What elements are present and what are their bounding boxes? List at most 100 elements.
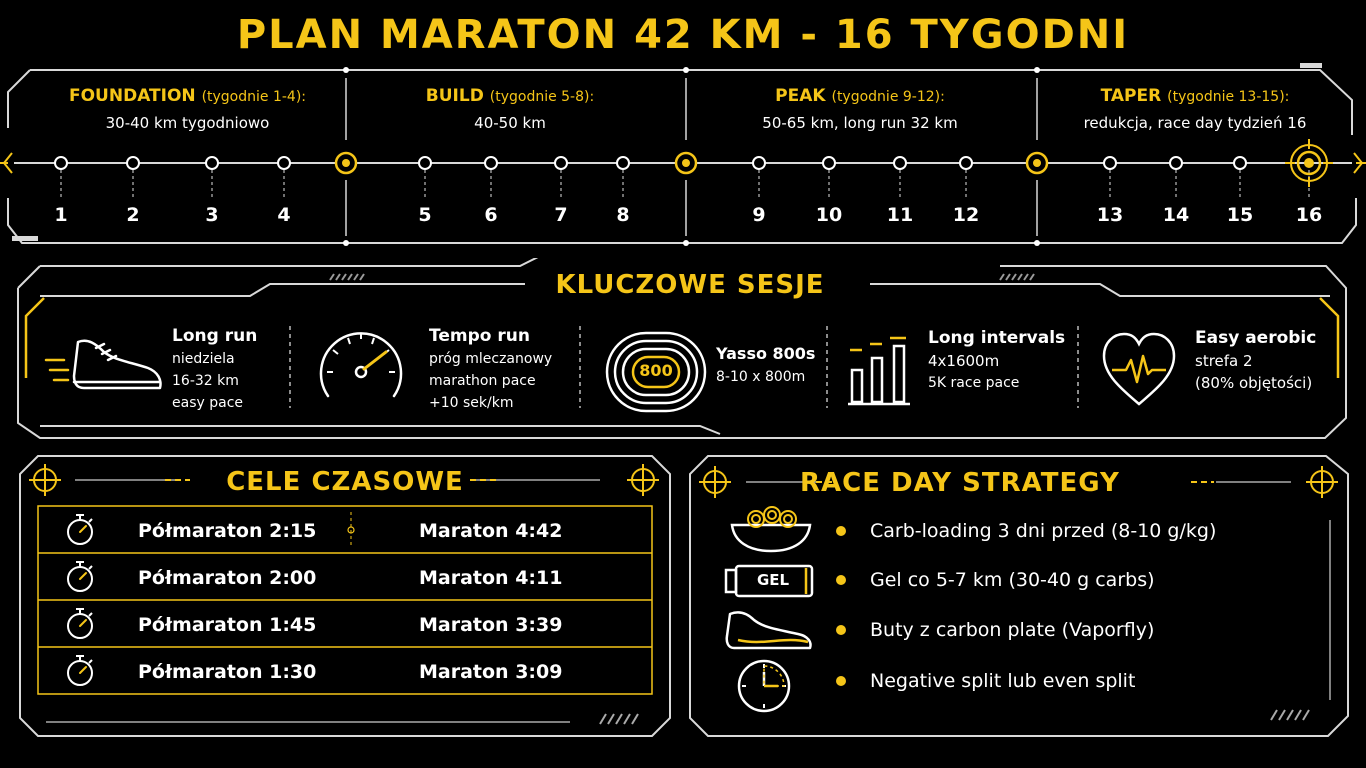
week-marker: [616, 156, 630, 170]
week-marker: [54, 156, 68, 170]
week-marker: [484, 156, 498, 170]
goal-half: Półmaraton 1:45: [138, 614, 317, 636]
week-marker: [893, 156, 907, 170]
week-label: 1: [54, 204, 68, 226]
week-label: 4: [277, 204, 291, 226]
phase-name: BUILD: [425, 86, 484, 106]
stopwatch-icons: [67, 514, 93, 686]
goal-full: Maraton 3:39: [419, 614, 563, 636]
stopwatch-icon: [67, 608, 93, 639]
sessions-frame: [17, 258, 1347, 439]
week-marker: [1103, 156, 1117, 170]
heart-pulse-icon: [1102, 332, 1176, 406]
week-label: 13: [1096, 204, 1124, 226]
session-detail: strefa 2: [1195, 352, 1253, 370]
gel-badge: GEL: [756, 571, 790, 589]
phase-range: (tygodnie 1-4):: [201, 89, 307, 105]
page-title: PLAN MARATON 42 KM - 16 TYGODNI: [236, 12, 1130, 58]
phase-name: FOUNDATION: [68, 86, 196, 106]
phase-name: TAPER: [1100, 86, 1162, 106]
running-shoe-icon: [44, 339, 162, 390]
week-label: 6: [484, 204, 498, 226]
carbon-shoe-icon: [725, 611, 812, 650]
phase-build: BUILD (tygodnie 5-8): 40-50 km: [360, 86, 660, 132]
session-yasso: Yasso 800s 8-10 x 800m: [716, 342, 815, 388]
stopwatch-icon: [67, 655, 93, 686]
sessions-title: KLUCZOWE SESJE: [555, 270, 825, 300]
strategy-item: Negative split lub even split: [870, 670, 1136, 692]
phase-range: (tygodnie 5-8):: [489, 89, 595, 105]
session-title: Long intervals: [928, 328, 1066, 348]
goal-half: Półmaraton 2:15: [138, 520, 317, 542]
week-label: 15: [1226, 204, 1254, 226]
week-label: 16: [1295, 204, 1323, 226]
session-title: Easy aerobic: [1195, 328, 1317, 348]
phase-desc: redukcja, race day tydzień 16: [1083, 114, 1307, 132]
goal-full: Maraton 3:09: [419, 661, 563, 683]
week-label: 7: [554, 204, 568, 226]
week-label: 10: [815, 204, 843, 226]
phase-boundary-marker: [334, 151, 358, 175]
phase-desc: 30-40 km tygodniowo: [105, 114, 270, 132]
week-markers: [54, 139, 1333, 198]
phase-range: (tygodnie 13-15):: [1167, 89, 1290, 105]
week-label: 14: [1162, 204, 1190, 226]
session-tempo-run: Tempo run próg mleczanowy marathon pace …: [429, 324, 552, 414]
strategy-item: Gel co 5-7 km (30-40 g carbs): [870, 569, 1155, 591]
week-label: 2: [126, 204, 140, 226]
week-marker: [1169, 156, 1183, 170]
energy-gel-icon: [724, 564, 814, 598]
session-title: Tempo run: [429, 326, 530, 346]
strategy-item: Carb-loading 3 dni przed (8-10 g/kg): [870, 520, 1217, 542]
stopwatch-icon: [67, 561, 93, 592]
phase-desc: 40-50 km: [474, 114, 546, 132]
week-marker: [277, 156, 291, 170]
phase-peak: PEAK (tygodnie 9-12): 50-65 km, long run…: [700, 86, 1020, 132]
phase-foundation: FOUNDATION (tygodnie 1-4): 30-40 km tygo…: [40, 86, 335, 132]
phase-name: PEAK: [775, 86, 826, 106]
goal-half: Półmaraton 2:00: [138, 567, 317, 589]
week-marker: [822, 156, 836, 170]
goal-full: Maraton 4:11: [419, 567, 563, 589]
week-marker: [752, 156, 766, 170]
pasta-bowl-icon: [730, 506, 812, 553]
session-long-intervals: Long intervals 4x1600m 5K race pace: [928, 326, 1065, 394]
session-easy-aerobic: Easy aerobic strefa 2 (80% objętości): [1195, 326, 1316, 394]
track-badge: 800: [639, 361, 673, 380]
goals-frame: [19, 455, 671, 737]
phase-boundary-marker: [1025, 151, 1049, 175]
session-detail: 8-10 x 800m: [716, 369, 806, 385]
session-detail: 5K race pace: [928, 375, 1020, 391]
session-detail: próg mleczanowy: [429, 351, 553, 367]
bullet: [836, 526, 846, 536]
session-detail: 16-32 km: [172, 373, 239, 389]
bullet: [836, 575, 846, 585]
stopwatch-icon: [67, 514, 93, 545]
session-detail: (80% objętości): [1195, 374, 1313, 392]
week-marker: [126, 156, 140, 170]
strategy-title: RACE DAY STRATEGY: [800, 468, 1120, 498]
week-label: 11: [886, 204, 914, 226]
session-detail: +10 sek/km: [429, 395, 514, 411]
week-label: 12: [952, 204, 980, 226]
week-marker: [418, 156, 432, 170]
week-label: 8: [616, 204, 630, 226]
week-label: 3: [205, 204, 219, 226]
session-title: Yasso 800s: [716, 344, 816, 363]
week-label: 9: [752, 204, 766, 226]
bullet: [836, 676, 846, 686]
bullet: [836, 625, 846, 635]
session-detail: 4x1600m: [928, 352, 1000, 370]
goals-title: CELE CZASOWE: [226, 467, 464, 497]
phase-boundary-marker: [674, 151, 698, 175]
phase-range: (tygodnie 9-12):: [831, 89, 945, 105]
week-marker: [1233, 156, 1247, 170]
goal-full: Maraton 4:42: [419, 520, 563, 542]
clock-icon: [737, 659, 791, 713]
goal-half: Półmaraton 1:30: [138, 661, 317, 683]
session-detail: marathon pace: [429, 373, 536, 389]
session-detail: easy pace: [172, 395, 243, 411]
race-day-target-icon: [1285, 139, 1333, 187]
phase-taper: TAPER (tygodnie 13-15): redukcja, race d…: [1050, 86, 1340, 132]
strategy-frame: [689, 455, 1349, 737]
